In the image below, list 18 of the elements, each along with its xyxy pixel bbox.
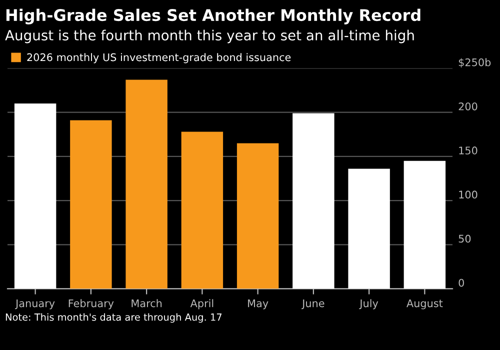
- x-tick-label: July: [359, 299, 378, 310]
- y-tick-label: 50: [458, 234, 471, 243]
- y-tick-label: 200: [458, 102, 478, 110]
- x-tick-label: June: [302, 299, 324, 310]
- x-tick-label: March: [132, 299, 162, 308]
- x-tick-label: August: [406, 299, 443, 310]
- y-tick-label: 150: [459, 146, 478, 154]
- x-tick-label: May: [248, 299, 268, 310]
- x-tick-label: April: [190, 299, 214, 310]
- legend-label: 2026 monthly US investment-grade bond issuance: [27, 53, 291, 64]
- y-tick-label: 0: [458, 278, 464, 287]
- y-tick-label: 100: [459, 190, 478, 199]
- text: Note: This month's data are through Aug. 17: [6, 313, 222, 323]
- x-tick-label: January: [15, 299, 55, 310]
- chart-title: High-Grade Sales Set Another Monthly Record: [6, 8, 420, 24]
- x-tick-label: February: [68, 299, 114, 310]
- chart-subtitle: August is the fourth month this year to set an all-time high: [5, 30, 414, 44]
- y-tick-label: $250b: [458, 58, 491, 68]
